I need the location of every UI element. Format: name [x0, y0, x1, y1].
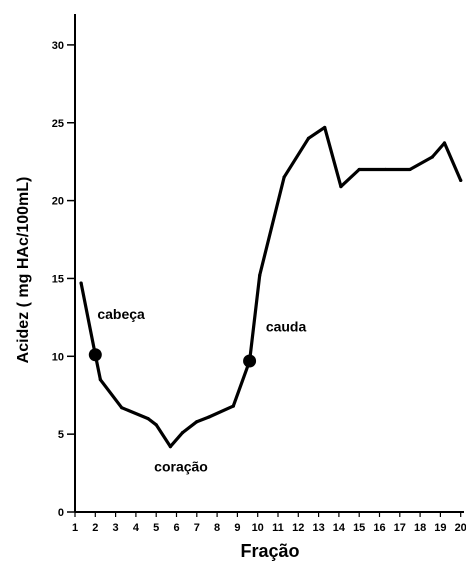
annotations: cabeça coração cauda [97, 306, 306, 475]
data-point [430, 155, 434, 159]
markers [88, 348, 257, 368]
series-line [79, 125, 463, 449]
data-point [383, 167, 388, 172]
data-point [98, 378, 102, 382]
x-tick-label: 5 [153, 522, 159, 534]
x-tick-label: 4 [133, 522, 140, 534]
x-axis-title: Fração [240, 541, 299, 561]
x-ticks: 1 2 3 4 5 6 7 8 9 10 11 12 13 14 15 16 17 18 19 20 [72, 512, 466, 534]
x-tick-label: 9 [234, 522, 240, 534]
x-tick-label: 12 [292, 522, 304, 534]
data-point [168, 445, 173, 449]
y-tick-label: 5 [58, 429, 64, 441]
data-point [79, 281, 83, 285]
data-point [146, 416, 150, 421]
annotation-label: cauda [266, 318, 307, 334]
x-tick-label: 1 [72, 522, 78, 534]
y-tick-label: 15 [52, 273, 64, 285]
annotation-label: cabeça [97, 306, 145, 322]
x-tick-label: 13 [312, 522, 324, 534]
x-tick-label: 10 [252, 522, 264, 534]
series-points [79, 125, 463, 449]
data-point [306, 136, 311, 140]
x-tick-label: 11 [272, 522, 284, 534]
x-tick-label: 20 [455, 522, 466, 534]
y-axis: 0 5 10 15 20 25 30 [52, 14, 76, 519]
data-point [231, 404, 235, 408]
data-point [247, 359, 252, 363]
x-tick-label: 16 [373, 522, 385, 534]
data-point [195, 420, 199, 424]
x-tick-label: 14 [333, 522, 346, 534]
x-tick-label: 7 [194, 522, 200, 534]
y-tick-label: 0 [58, 507, 64, 519]
data-point [323, 125, 327, 130]
x-tick-label: 15 [353, 522, 365, 534]
data-point [408, 167, 412, 172]
data-point [258, 273, 262, 277]
x-tick-label: 8 [214, 522, 220, 534]
data-point [357, 167, 361, 172]
y-tick-label: 25 [52, 118, 64, 130]
x-tick-label: 18 [414, 522, 426, 534]
data-point [207, 415, 211, 419]
x-tick-label: 17 [394, 522, 406, 534]
x-tick-label: 2 [92, 522, 98, 534]
data-point [459, 178, 463, 182]
y-axis-title: Acidez ( mg HAc/100mL) [15, 177, 32, 364]
y-tick-label: 30 [52, 40, 64, 52]
x-axis: 1 2 3 4 5 6 7 8 9 10 11 12 13 14 15 16 17 18 19 20 [72, 511, 466, 534]
data-point [339, 184, 343, 189]
y-tick-label: 20 [52, 196, 64, 208]
x-tick-label: 3 [113, 522, 119, 534]
data-point [154, 423, 158, 427]
data-point [282, 175, 286, 179]
data-point [93, 353, 97, 357]
y-tick-label: 10 [52, 351, 64, 363]
y-ticks: 0 5 10 15 20 25 30 [52, 40, 75, 519]
x-tick-label: 19 [434, 522, 446, 534]
data-point [120, 406, 124, 410]
annotation-label: coração [154, 459, 208, 475]
data-point [442, 141, 447, 145]
x-tick-label: 6 [173, 522, 179, 534]
data-point [180, 430, 185, 435]
